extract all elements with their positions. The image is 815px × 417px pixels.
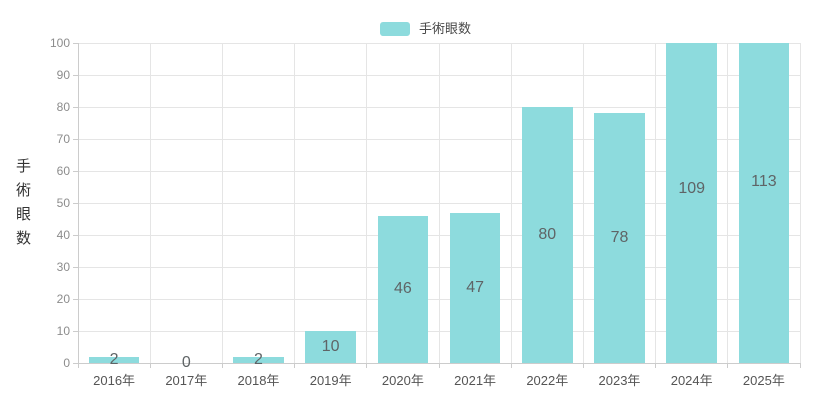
y-axis-tick-label: 70 [56,132,70,146]
y-axis-tick-label: 30 [56,260,70,274]
bar-value-label: 78 [610,229,629,247]
bar-value-label: 47 [466,278,484,296]
x-axis-tick [582,363,584,368]
y-axis-tick [73,42,78,44]
y-axis-tick-label: 40 [56,228,70,242]
x-axis-tick [510,363,512,368]
y-axis-tick [73,170,78,172]
y-axis-title: 手術眼数 [14,158,31,254]
legend-swatch [380,22,410,36]
y-axis-line [77,43,79,363]
x-axis-label: 2017年 [165,373,208,388]
x-axis-label: 2019年 [309,373,352,388]
x-gridline [655,43,657,363]
x-axis-tick [655,363,657,368]
x-axis-line [78,362,800,364]
x-axis-tick [221,363,223,368]
y-axis-tick [73,298,78,300]
y-axis-tick [73,138,78,140]
x-axis-label: 2024年 [670,373,713,388]
y-axis-tick-label: 100 [49,36,70,50]
x-gridline [366,43,368,363]
x-axis-label: 2020年 [381,373,424,388]
x-axis-label: 2018年 [237,373,280,388]
legend-item[interactable]: 手術眼数 [380,22,471,36]
bar-2024年[interactable] [666,43,717,363]
bar-value-label: 2 [254,350,263,368]
bar-2018年[interactable] [233,356,284,363]
bar-2025年[interactable] [738,43,790,363]
y-axis-tick-label: 0 [63,356,70,370]
x-axis-label: 2022年 [526,373,569,388]
x-gridline [510,43,512,363]
x-gridline [582,43,584,363]
x-axis-label: 2021年 [454,373,497,388]
y-axis-tick-label: 90 [56,68,70,82]
bar-2021年[interactable] [449,212,501,363]
x-axis-label: 2025年 [742,373,785,388]
x-axis-tick [366,363,368,368]
x-gridline [221,43,223,363]
x-gridline [149,43,151,363]
y-axis-tick-label: 50 [56,196,70,210]
y-axis-tick [73,202,78,204]
x-axis-tick [149,363,151,368]
x-axis-tick [294,363,296,368]
y-axis-tick-label: 20 [56,292,70,306]
y-axis-tick-label: 80 [56,100,70,114]
bar-value-label: 80 [538,226,557,243]
y-axis-tick [73,74,78,76]
y-axis-tick [73,234,78,236]
bar-value-label: 0 [181,354,191,371]
y-axis-tick-label: 60 [56,164,70,178]
x-axis-tick [727,363,729,368]
x-axis-label: 2023年 [598,373,641,388]
y-axis-tick [73,330,78,332]
x-axis-tick [799,363,801,368]
y-axis-tick-label: 10 [56,324,70,338]
bar-value-label: 113 [751,173,777,191]
bar-value-label: 2 [109,350,119,368]
x-gridline [727,43,729,363]
bar-2019年[interactable] [305,331,356,363]
x-gridline [294,43,296,363]
x-gridline [799,43,801,363]
bar-2016年[interactable] [88,356,140,363]
x-axis-tick [438,363,440,368]
bar-2020年[interactable] [377,215,429,363]
x-axis-tick [77,363,79,368]
bar-value-label: 109 [678,179,706,197]
x-axis-label: 2016年 [93,373,136,388]
bar-value-label: 46 [393,280,412,298]
y-axis-tick [73,106,78,108]
bar-2022年[interactable] [522,107,573,363]
legend-label: 手術眼数 [419,21,472,36]
y-axis-tick [73,362,78,364]
y-axis-tick [73,266,78,268]
bar-2023年[interactable] [594,113,645,363]
bar-value-label: 10 [321,338,340,355]
x-gridline [438,43,440,363]
